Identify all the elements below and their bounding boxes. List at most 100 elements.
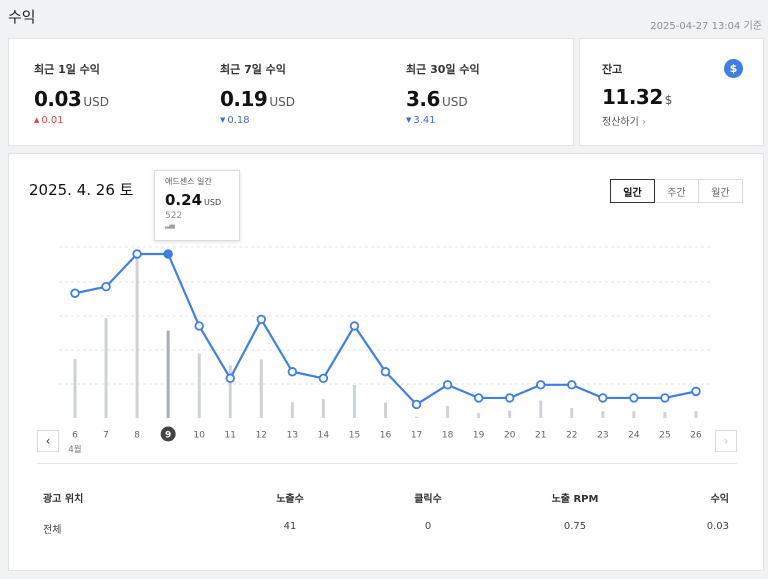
- x-tick-label: 11: [225, 431, 236, 441]
- stat-label: 최근 7일 수익: [220, 63, 286, 76]
- data-point: [411, 399, 422, 410]
- prev-arrow-button[interactable]: ‹: [37, 430, 59, 452]
- x-month-label: 4월: [68, 444, 81, 455]
- bar-chart-icon: ▂▄: [165, 221, 175, 229]
- data-point: [598, 393, 608, 403]
- table-cell: 전체: [43, 525, 62, 536]
- tooltip-sub: 522: [165, 211, 183, 221]
- data-point: [629, 393, 639, 403]
- x-tick-label: 14: [318, 431, 330, 441]
- data-point: [567, 380, 577, 390]
- bar-mark: [259, 359, 263, 418]
- bar-mark: [352, 384, 356, 418]
- x-tick-label: 6: [72, 431, 78, 441]
- table-cell: 0.75: [563, 521, 587, 532]
- x-tick-label: 16: [380, 431, 392, 441]
- column-header: 클릭수: [414, 494, 442, 505]
- bar-mark: [135, 258, 139, 418]
- x-tick-label: 26: [690, 431, 702, 441]
- x-tick-label: 18: [442, 431, 454, 441]
- table-header-row: 광고 위치 노출수 클릭수 노출 RPM 수익: [43, 490, 729, 521]
- data-point: [194, 321, 204, 331]
- stat-value: 3.6: [406, 87, 440, 111]
- data-point: [536, 380, 546, 390]
- bar-mark: [384, 402, 387, 418]
- bar-mark: [228, 365, 232, 418]
- x-tick-label: 19: [473, 431, 485, 441]
- bar-mark: [570, 408, 574, 418]
- x-tick-label: 22: [566, 431, 577, 441]
- bar-mark: [321, 399, 325, 418]
- x-tick-label: 15: [349, 431, 360, 441]
- stat-change: ▼ 0.18: [220, 115, 250, 126]
- bar-mark: [197, 353, 201, 418]
- data-point: [380, 367, 391, 377]
- table-cell: 0: [424, 521, 432, 532]
- dollar-icon: $: [724, 59, 743, 78]
- stat-change: ▼ 3.41: [406, 115, 436, 126]
- balance-card: 잔고 $ 11.32 $ 정산하기 ›: [579, 38, 764, 146]
- stat-label: 최근 1일 수익: [34, 63, 100, 76]
- data-point: [101, 282, 111, 292]
- data-point: [473, 393, 484, 403]
- bar-mark: [694, 411, 698, 418]
- tooltip-unit: USD: [204, 198, 222, 207]
- caret-down-icon: ▼: [220, 116, 226, 124]
- bar-mark: [73, 359, 77, 418]
- settle-link[interactable]: 정산하기 ›: [602, 117, 646, 128]
- period-daily-button[interactable]: 일간: [610, 179, 655, 203]
- bar-mark: [290, 402, 294, 418]
- tooltip-title: 애드센스 일간: [165, 177, 212, 186]
- period-toggle: 일간 주간 월간: [610, 179, 743, 203]
- earnings-table: 광고 위치 노출수 클릭수 노출 RPM 수익 전체 41 0 0.75 0.0…: [43, 490, 729, 552]
- data-point: [660, 393, 670, 403]
- tooltip-value: 0.24: [165, 191, 203, 209]
- chart-tooltip: 애드센스 일간 0.24 USD 522 ▂▄: [154, 170, 240, 241]
- bar-mark: [477, 413, 481, 418]
- data-point: [132, 249, 142, 259]
- stat-value: 0.03: [34, 87, 82, 111]
- data-point: [225, 373, 235, 383]
- data-point: [287, 367, 298, 377]
- stat-change: ▲ 0.01: [34, 115, 64, 126]
- x-tick-label: 20: [504, 431, 516, 441]
- stat-unit: USD: [83, 95, 109, 109]
- chart-card: 2025. 4. 26 토 일간 주간 월간 6 7 8 9 10 11 12 13 14 15 1…: [8, 153, 764, 571]
- next-arrow-button[interactable]: ›: [715, 430, 737, 452]
- data-point: [256, 314, 266, 325]
- stat-unit: USD: [269, 95, 295, 109]
- column-header: 광고 위치: [43, 494, 84, 505]
- chart-date: 2025. 4. 26 토: [29, 181, 134, 199]
- bar-mark: [632, 411, 636, 418]
- data-point: [70, 288, 80, 298]
- bar-mark: [415, 416, 419, 418]
- x-tick-label: 21: [535, 431, 546, 441]
- x-tick-label: 10: [193, 431, 205, 441]
- table-cell: 41: [283, 521, 297, 532]
- period-monthly-button[interactable]: 월간: [698, 179, 743, 203]
- bar-mark: [539, 400, 543, 418]
- column-header: 노출수: [276, 494, 304, 505]
- chevron-right-icon: ›: [641, 117, 646, 128]
- stat-label: 최근 30일 수익: [406, 63, 480, 76]
- table-cell: 0.03: [706, 521, 729, 532]
- x-tick-label: 23: [597, 431, 608, 441]
- x-tick-label: 17: [411, 431, 422, 441]
- x-tick-label: 24: [628, 431, 640, 441]
- selected-day-badge: [160, 426, 176, 442]
- bar-mark: [166, 330, 170, 418]
- bar-mark: [601, 411, 605, 418]
- stat-unit: USD: [441, 95, 468, 109]
- stat-1day: 최근 1일 수익 0.03 USD ▲ 0.01: [34, 61, 109, 126]
- table-row: 전체 41 0 0.75 0.03: [43, 521, 729, 552]
- caret-up-icon: ▲: [34, 116, 40, 124]
- data-point: [691, 386, 701, 397]
- balance-unit: $: [664, 93, 673, 107]
- caret-down-icon: ▼: [406, 116, 412, 124]
- stat-30day: 최근 30일 수익 3.6 USD ▼ 3.41: [406, 61, 480, 126]
- balance-label: 잔고: [602, 63, 623, 76]
- column-header: 수익: [710, 494, 729, 505]
- bar-mark: [104, 318, 108, 418]
- bar-mark: [508, 410, 512, 418]
- x-tick-label: 12: [256, 431, 267, 441]
